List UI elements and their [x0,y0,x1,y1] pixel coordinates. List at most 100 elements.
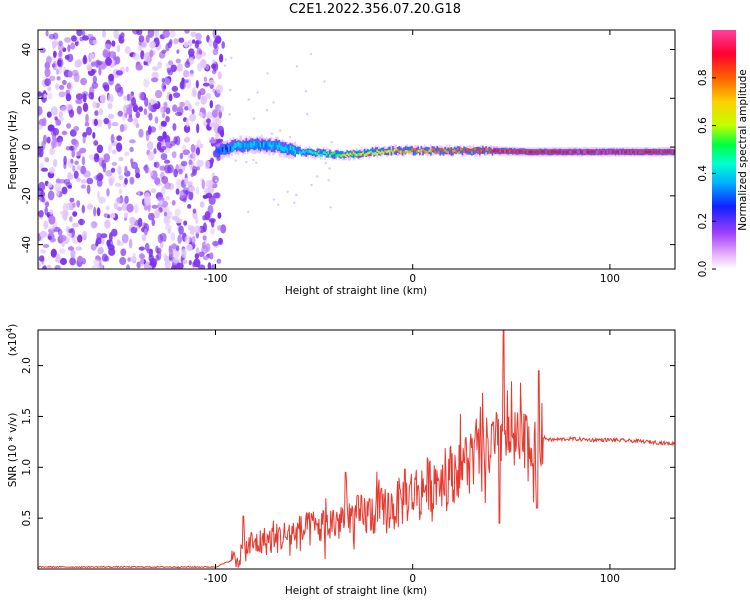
noise-blob [129,216,136,225]
noise-blob [192,208,197,214]
ridge-cell [608,150,610,154]
noise-blob [217,71,222,80]
noise-blob [183,220,188,226]
noise-blob [42,117,47,127]
noise-blob [164,164,171,174]
ridge-cell [518,150,520,153]
ridge-cell [471,148,473,153]
noise-blob [102,30,106,38]
ridge-cell [553,150,555,154]
ridge-cell [422,149,424,156]
noise-blob [72,202,76,208]
noise-blob [192,151,196,162]
ridge-cell [493,149,495,152]
ridge-cell [253,140,255,146]
ridge-cell [305,150,307,157]
noise-blob [161,185,166,196]
colorbar-scale [712,30,736,269]
ridge-cell [643,151,645,154]
noise-blob [124,165,128,174]
noise-blob [154,209,160,219]
ridge-cell [434,151,437,154]
ridge-cell [371,152,374,156]
noise-blob [80,77,88,86]
ridge-cell [384,150,386,153]
ridge-cell [510,149,513,153]
ridge-cell [452,150,454,153]
ridge-cell [479,148,481,152]
noise-blob [189,225,196,235]
noise-blob [80,184,86,189]
ridge-cell [638,150,640,154]
noise-blob [75,93,84,100]
noise-blob [56,68,59,75]
noise-blob [85,113,89,124]
noise-blob [96,191,101,199]
ridge-cell [348,153,350,157]
noise-blob [184,136,191,143]
noise-blob [215,84,223,94]
noise-blob [157,234,163,244]
noise-blob [219,53,224,63]
colorbar-tick-label: 0.8 [697,69,709,86]
noise-blob [129,176,135,185]
ridge-cell [537,150,539,154]
snr-series-line [38,330,675,569]
ridge-cell [515,150,517,153]
ridge-cell [425,150,427,154]
noise-blob [157,135,164,142]
noise-blob [111,149,117,155]
noise-blob [195,32,202,41]
ridge-cell [575,150,577,154]
ridge-cell [259,142,262,147]
noise-blob [38,255,45,262]
ridge-cell [630,150,632,154]
noise-blob [100,233,108,239]
noise-blob [118,175,124,180]
noise-blob [59,248,66,254]
noise-blob [161,82,167,92]
noise-dot [329,206,332,209]
ridge-cell [568,150,571,154]
ridge-cell [365,153,367,156]
noise-blob [130,158,134,165]
noise-blob [72,144,78,151]
noise-blob [132,30,140,35]
ridge-cell [570,151,573,154]
ridge-cell [538,150,541,154]
ridge-cell [311,151,314,155]
noise-blob [86,184,91,195]
noise-blob [176,63,183,72]
ridge-cell [595,151,598,154]
noise-blob [84,121,90,127]
noise-blob [128,238,133,249]
ridge-cell [565,150,568,154]
ridge-cell [592,150,595,154]
ridge-cell [354,153,356,156]
ridge-cell [606,150,609,154]
ridge-cell [321,149,323,154]
ridge-cell [581,150,584,154]
noise-blob [209,252,214,260]
noise-dot [272,101,275,104]
x-tick-label: 0 [409,573,416,585]
noise-blob [75,246,83,251]
ridge-cell [262,142,265,147]
noise-blob [54,116,58,121]
noise-blob [125,66,129,73]
signal-ridge [215,135,675,162]
ridge-cell [534,151,536,154]
noise-blob [92,101,98,109]
noise-blob [116,135,122,142]
ridge-cell [597,150,599,154]
noise-blob [129,146,134,153]
noise-blob [93,206,97,217]
noise-blob [143,52,151,63]
noise-blob [95,174,100,181]
ridge-cell [488,151,490,154]
noise-blob [41,167,48,172]
ridge-cell [303,151,306,154]
noise-blob [163,211,168,217]
ridge-cell [412,147,415,151]
ridge-cell [321,154,323,157]
